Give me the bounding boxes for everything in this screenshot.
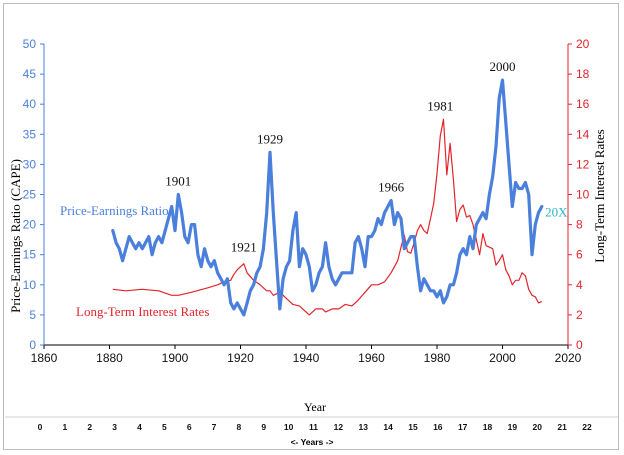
y-left-tick-label: 50: [23, 37, 37, 51]
annotation-label: 2000: [490, 59, 516, 74]
bottom-scale-tick: 2: [87, 422, 92, 432]
bottom-scale-tick: 13: [358, 422, 368, 432]
y-right-tick-label: 14: [576, 127, 590, 141]
y-left-tick-label: 35: [23, 127, 37, 141]
y-left-tick-label: 30: [23, 157, 37, 171]
annotation-label: 1966: [378, 180, 405, 195]
bottom-scale-tick: 22: [582, 422, 592, 432]
bottom-scale-tick: 6: [187, 422, 192, 432]
y-left-tick-label: 0: [29, 338, 36, 352]
bottom-scale-tick: 19: [508, 422, 518, 432]
y-left-tick-label: 45: [23, 67, 37, 81]
bottom-scale-tick: 16: [433, 422, 443, 432]
x-tick-label: 1920: [227, 351, 254, 365]
x-tick-label: 1880: [96, 351, 123, 365]
bottom-scale-tick: 17: [458, 422, 468, 432]
y-right-tick-label: 10: [576, 188, 590, 202]
annotations-group: 1901 1921 1929 1966 1981 2000 20X Price-Earning…: [60, 59, 568, 319]
bottom-scale-tick: 14: [383, 422, 393, 432]
bottom-scale-tick: 3: [112, 422, 117, 432]
y-right-tick-label: 18: [576, 67, 590, 81]
y-right-tick-label: 16: [576, 97, 590, 111]
y-right-tick-label: 6: [576, 248, 583, 262]
y-left-tick-label: 15: [23, 248, 37, 262]
bottom-scale-label: <- Years ->: [291, 437, 334, 447]
bottom-scale: 0 1 2 3 4 5 6 7 8 9 10 11 12 13 14 15 16 17 18 19 20 21 22: [38, 422, 592, 432]
bottom-scale-tick: 1: [62, 422, 67, 432]
axes-group: 1860 1880 1900 1920 1940 1960 1980 2000 20200510…: [23, 37, 590, 365]
x-tick-label: 1900: [162, 351, 189, 365]
y-left-tick-label: 25: [23, 188, 37, 202]
x-tick-label: 2000: [489, 351, 516, 365]
x-tick-label: 2020: [555, 351, 582, 365]
annotation-label: 1921: [231, 240, 257, 255]
y-left-tick-label: 5: [29, 308, 36, 322]
y-left-tick-label: 20: [23, 218, 37, 232]
bottom-scale-tick: 21: [557, 422, 567, 432]
bottom-scale-tick: 20: [533, 422, 543, 432]
bottom-scale-tick: 11: [309, 422, 318, 432]
bottom-scale-tick: 9: [261, 422, 266, 432]
x-tick-label: 1980: [424, 351, 451, 365]
annotation-label: 1981: [427, 98, 453, 113]
bottom-scale-tick: 4: [137, 422, 142, 432]
x-axis-label: Year: [304, 400, 326, 414]
bottom-scale-tick: 8: [237, 422, 242, 432]
bottom-scale-tick: 15: [408, 422, 418, 432]
y-right-tick-label: 2: [576, 308, 583, 322]
bottom-scale-tick: 10: [284, 422, 294, 432]
series-line-pe-ratio: [111, 78, 544, 317]
series-line-interest-rates: [112, 118, 543, 316]
y-right-tick-label: 4: [576, 278, 583, 292]
bottom-scale-tick: 18: [483, 422, 493, 432]
chart-frame: [3, 3, 619, 450]
y-left-tick-label: 10: [23, 278, 37, 292]
x-tick-label: 1960: [358, 351, 385, 365]
series-group: [111, 78, 544, 317]
bottom-scale-tick: 0: [38, 422, 43, 432]
y-axis-left-label: Price-Earnings Ratio (CAPE): [8, 159, 23, 313]
bottom-scale-tick: 5: [162, 422, 167, 432]
series-label-pe-ratio: Price-Earnings Ratio: [60, 203, 169, 218]
annotation-label: 1901: [165, 174, 191, 189]
y-left-tick-label: 40: [23, 97, 37, 111]
annotation-label: 1929: [257, 131, 283, 146]
y-right-tick-label: 0: [576, 338, 583, 352]
x-tick-label: 1940: [293, 351, 320, 365]
y-right-tick-label: 20: [576, 37, 590, 51]
series-label-interest-rates: Long-Term Interest Rates: [76, 304, 209, 319]
annotation-label: 20X: [545, 205, 568, 220]
x-tick-label: 1860: [31, 351, 58, 365]
bottom-scale-tick: 7: [212, 422, 217, 432]
y-axis-right-label: Long-Term Interest Rates: [592, 129, 607, 262]
y-right-tick-label: 12: [576, 157, 590, 171]
bottom-scale-tick: 12: [334, 422, 344, 432]
y-right-tick-label: 8: [576, 218, 583, 232]
